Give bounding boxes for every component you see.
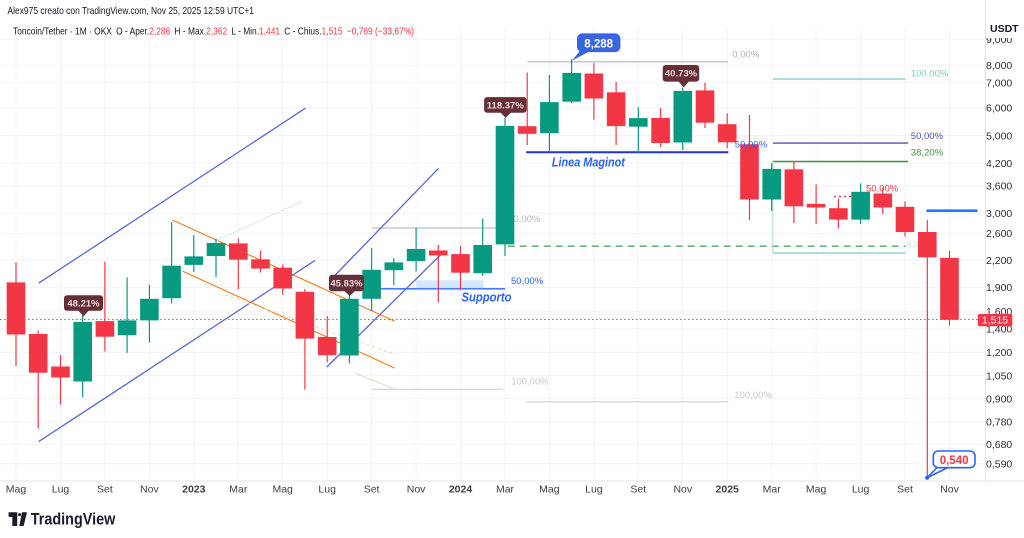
svg-text:0,680: 0,680 xyxy=(986,439,1012,451)
svg-text:8,288: 8,288 xyxy=(584,38,613,50)
svg-text:USDT: USDT xyxy=(990,23,1019,35)
svg-text:50,00%: 50,00% xyxy=(735,140,768,151)
svg-text:1,515: 1,515 xyxy=(982,315,1008,327)
svg-text:Mar: Mar xyxy=(229,484,248,496)
svg-text:Set: Set xyxy=(97,484,113,496)
svg-text:2024: 2024 xyxy=(449,484,473,496)
svg-text:40.73%: 40.73% xyxy=(665,69,698,80)
svg-text:TradingView: TradingView xyxy=(31,510,116,528)
svg-text:1,400: 1,400 xyxy=(986,324,1012,336)
svg-text:100,00%: 100,00% xyxy=(734,390,772,401)
svg-text:Nov: Nov xyxy=(407,484,426,496)
svg-text:100,00%: 100,00% xyxy=(511,377,549,388)
svg-text:4,200: 4,200 xyxy=(986,158,1012,170)
svg-text:2025: 2025 xyxy=(716,484,740,496)
svg-text:Nov: Nov xyxy=(673,484,692,496)
svg-text:Nov: Nov xyxy=(140,484,159,496)
svg-text:1,200: 1,200 xyxy=(986,347,1012,359)
svg-text:48.21%: 48.21% xyxy=(67,298,100,309)
svg-text:0,00%: 0,00% xyxy=(732,50,759,61)
svg-text:Lug: Lug xyxy=(852,484,870,496)
svg-text:3,600: 3,600 xyxy=(986,181,1012,193)
svg-text:2023: 2023 xyxy=(182,484,206,496)
svg-text:6,000: 6,000 xyxy=(986,103,1012,115)
svg-text:50,00%: 50,00% xyxy=(511,276,544,287)
svg-text:45.83%: 45.83% xyxy=(330,278,363,289)
svg-text:118.37%: 118.37% xyxy=(487,100,525,111)
svg-text:Lug: Lug xyxy=(585,484,603,496)
svg-text:1,900: 1,900 xyxy=(986,282,1012,294)
svg-text:Mag: Mag xyxy=(6,484,27,496)
svg-text:0,780: 0,780 xyxy=(986,417,1012,429)
svg-text:0,00%: 0,00% xyxy=(514,214,541,225)
svg-text:Set: Set xyxy=(364,484,380,496)
svg-text:7,000: 7,000 xyxy=(986,78,1012,90)
svg-text:0,900: 0,900 xyxy=(986,393,1012,405)
svg-text:38,20%: 38,20% xyxy=(911,148,944,159)
svg-text:Set: Set xyxy=(897,484,913,496)
svg-text:Nov: Nov xyxy=(940,484,959,496)
svg-text:Toncoin/Tether · 1M · OKX O -: Toncoin/Tether · 1M · OKX O - Aper.2,286… xyxy=(13,26,414,38)
svg-text:0,540: 0,540 xyxy=(940,455,969,467)
svg-text:Set: Set xyxy=(630,484,646,496)
svg-text:Mag: Mag xyxy=(539,484,560,496)
svg-text:100,00%: 100,00% xyxy=(911,68,949,79)
svg-text:50,00%: 50,00% xyxy=(911,131,944,142)
svg-text:50,00%: 50,00% xyxy=(866,184,899,195)
svg-text:Mar: Mar xyxy=(496,484,515,496)
svg-text:3,000: 3,000 xyxy=(986,208,1012,220)
svg-text:Mag: Mag xyxy=(806,484,827,496)
svg-text:1,050: 1,050 xyxy=(986,370,1012,382)
svg-text:Alex975 creato con TradingView: Alex975 creato con TradingView.com, Nov … xyxy=(8,5,255,17)
svg-text:Linea Maginot: Linea Maginot xyxy=(552,156,626,170)
svg-text:0,590: 0,590 xyxy=(986,459,1012,471)
svg-text:Lug: Lug xyxy=(318,484,336,496)
svg-text:Supporto: Supporto xyxy=(462,291,512,305)
svg-text:2,200: 2,200 xyxy=(986,255,1012,267)
svg-text:2,600: 2,600 xyxy=(986,228,1012,240)
svg-text:Mag: Mag xyxy=(272,484,293,496)
svg-text:8,000: 8,000 xyxy=(986,60,1012,72)
svg-text:Mar: Mar xyxy=(763,484,782,496)
svg-text:5,000: 5,000 xyxy=(986,130,1012,142)
svg-text:Lug: Lug xyxy=(52,484,70,496)
